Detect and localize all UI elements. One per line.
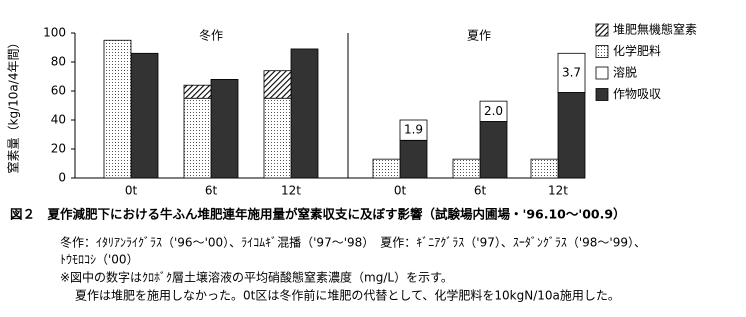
bar-segment <box>452 158 481 179</box>
caption-title: 図２ 夏作減肥下における牛ふん堆肥連年施用量が窒素収支に及ぼす影響（試験場内圃場… <box>10 207 626 222</box>
caption-note: ※図中の数字はｸﾛﾎﾞｸ層土壌溶液の平均硝酸態窒素濃度（mg/L）を示す。 <box>60 270 453 285</box>
bar-segment <box>530 158 559 179</box>
bar-segment <box>399 139 428 179</box>
legend-swatch <box>595 45 609 58</box>
y-axis-label: 窒素量（kg/10a/4年間） <box>6 37 21 174</box>
y-tick-label: 60 <box>51 84 66 98</box>
bar-segment <box>557 52 586 93</box>
legend-swatch <box>595 66 609 80</box>
x-tick-label: 12t <box>548 184 568 198</box>
legend-swatch <box>595 88 609 101</box>
bar-segment <box>130 52 159 179</box>
caption-note: 冬作：ｲﾀﾘｱﾝﾗｲｸﾞﾗｽ（'96～'00）、ﾗｲｺﾑｷﾞ混播（'97～'98… <box>60 235 646 250</box>
bar-segment <box>263 97 292 179</box>
bar-segment <box>183 97 212 179</box>
bar-segment <box>103 39 132 179</box>
legend-label: 作物吸収 <box>613 87 661 101</box>
bar-segment <box>263 70 292 99</box>
bar-segment <box>399 119 428 141</box>
y-tick-label: 20 <box>51 142 66 156</box>
concentration-label: 1.9 <box>404 123 423 137</box>
legend-label: 堆肥無機態窒素 <box>613 22 697 37</box>
bar-segment <box>210 79 239 179</box>
bar-segment <box>290 48 319 179</box>
x-tick-label: 6t <box>474 184 487 198</box>
y-tick-label: 0 <box>58 171 66 185</box>
legend-swatch <box>595 23 609 37</box>
x-tick-label: 12t <box>281 184 301 198</box>
legend-label: 化学肥料 <box>613 43 661 58</box>
legend-label: 溶脱 <box>613 65 637 80</box>
bar-segment <box>557 92 586 179</box>
bar-segment <box>479 100 508 122</box>
y-tick-label: 80 <box>51 55 66 69</box>
concentration-label: 3.7 <box>562 65 581 79</box>
bar-segment <box>479 121 508 179</box>
panel-label: 冬作 <box>199 28 223 43</box>
caption-note: 夏作は堆肥を施用しなかった。0t区は冬作前に堆肥の代替として、化学肥料を10kg… <box>75 288 620 303</box>
x-tick-label: 0t <box>394 184 407 198</box>
y-tick-label: 100 <box>43 26 66 40</box>
panel-label: 夏作 <box>467 29 491 43</box>
concentration-label: 2.0 <box>484 104 503 118</box>
y-tick-label: 40 <box>51 113 66 127</box>
caption-note: ﾄｳﾓﾛｺｼ（'00） <box>60 253 139 267</box>
bar-segment <box>183 84 212 99</box>
x-tick-label: 0t <box>125 184 138 198</box>
bar-segment <box>372 158 401 179</box>
x-tick-label: 6t <box>205 184 218 198</box>
